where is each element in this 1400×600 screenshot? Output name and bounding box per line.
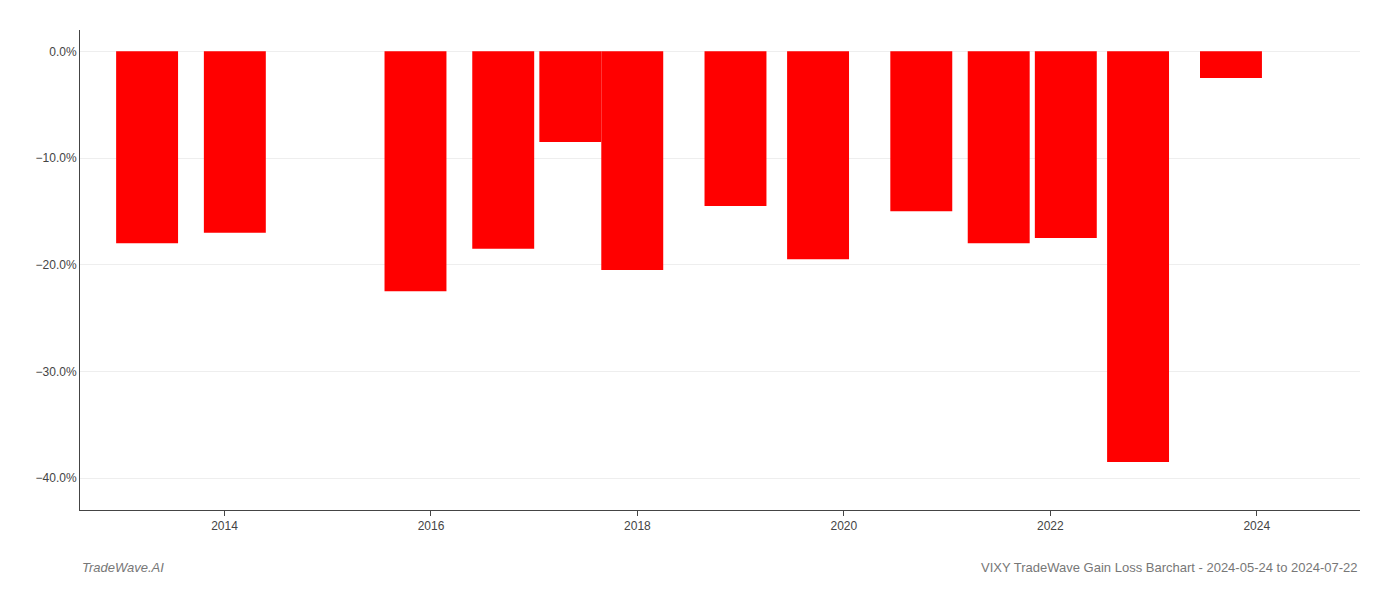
svg-text:−10.0%: −10.0%	[36, 151, 77, 165]
svg-text:2018: 2018	[624, 519, 651, 533]
svg-text:TradeWave.AI: TradeWave.AI	[82, 560, 164, 575]
svg-text:2014: 2014	[211, 519, 238, 533]
svg-text:2022: 2022	[1037, 519, 1064, 533]
svg-text:−40.0%: −40.0%	[36, 471, 77, 485]
svg-text:−30.0%: −30.0%	[36, 365, 77, 379]
svg-text:VIXY TradeWave Gain Loss Barch: VIXY TradeWave Gain Loss Barchart - 2024…	[981, 560, 1358, 575]
svg-text:2024: 2024	[1243, 519, 1270, 533]
svg-text:0.0%: 0.0%	[49, 45, 77, 59]
svg-text:−20.0%: −20.0%	[36, 258, 77, 272]
svg-text:2016: 2016	[418, 519, 445, 533]
svg-text:2020: 2020	[831, 519, 858, 533]
